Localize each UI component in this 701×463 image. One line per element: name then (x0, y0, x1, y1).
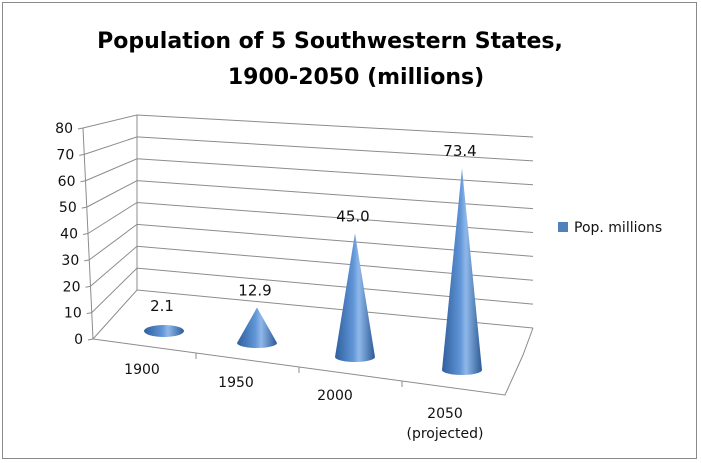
y-tick-label: 50 (59, 200, 77, 216)
gridline (85, 158, 534, 186)
legend-swatch (558, 222, 568, 232)
cone-bar (237, 307, 277, 348)
y-tick-label: 0 (74, 332, 83, 348)
y-tick-label: 20 (63, 279, 81, 295)
data-label: 45.0 (336, 207, 369, 225)
chart-title-line-1: Population of 5 Southwestern States, (97, 29, 563, 54)
x-tick-label: 2000 (317, 388, 353, 404)
gridline (82, 114, 534, 138)
x-tick-label: 2050 (427, 406, 463, 422)
y-tick-mark (77, 127, 84, 130)
chart-title-line-2: 1900-2050 (millions) (228, 65, 484, 90)
cone-bar (144, 325, 184, 337)
data-label: 73.4 (443, 142, 476, 160)
y-tick-mark (86, 312, 92, 315)
x-tick-sublabel: (projected) (406, 426, 483, 442)
legend-label: Pop. millions (574, 220, 662, 236)
gridline (86, 180, 534, 210)
chart-frame (2, 2, 697, 459)
y-tick-label: 10 (64, 306, 82, 322)
y-tick-mark (87, 338, 94, 341)
y-tick-mark (79, 153, 85, 156)
y-tick-mark (81, 206, 87, 209)
y-tick-label: 70 (56, 147, 74, 163)
y-tick-label: 40 (60, 227, 78, 243)
y-tick-label: 30 (61, 253, 79, 269)
y-tick-mark (80, 180, 86, 183)
cone-bar (335, 233, 375, 362)
y-tick-mark (84, 259, 90, 262)
y-tick-label: 60 (58, 174, 76, 190)
y-tick-label: 80 (55, 121, 73, 137)
x-tick-label: 1950 (218, 375, 254, 391)
cone-bar (442, 168, 482, 375)
x-tick-label: 1900 (124, 362, 160, 378)
y-axis (82, 127, 94, 340)
data-label: 12.9 (238, 282, 271, 300)
y-tick-mark (85, 285, 91, 288)
y-tick-mark (82, 233, 89, 235)
data-label: 2.1 (150, 297, 174, 315)
